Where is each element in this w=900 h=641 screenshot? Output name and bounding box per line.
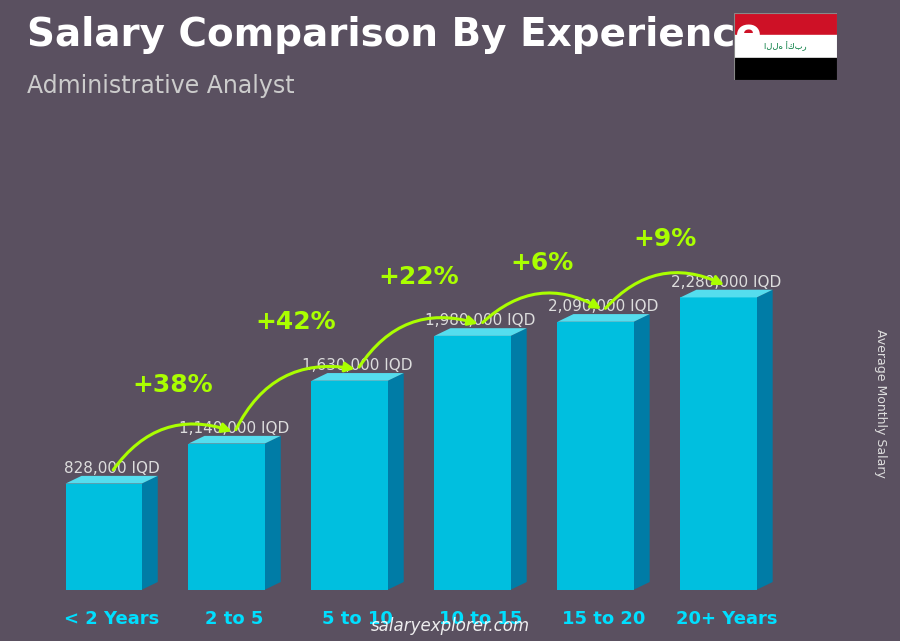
- Polygon shape: [557, 314, 650, 322]
- Polygon shape: [388, 373, 404, 590]
- Text: 2,090,000 IQD: 2,090,000 IQD: [548, 299, 659, 314]
- Text: Administrative Analyst: Administrative Analyst: [27, 74, 294, 97]
- Bar: [680, 297, 757, 590]
- Text: 1,630,000 IQD: 1,630,000 IQD: [302, 358, 413, 373]
- Polygon shape: [188, 436, 281, 444]
- Polygon shape: [142, 476, 157, 590]
- Polygon shape: [311, 373, 404, 381]
- Text: Average Monthly Salary: Average Monthly Salary: [874, 329, 886, 478]
- Text: +22%: +22%: [379, 265, 459, 289]
- Text: 5 to 10: 5 to 10: [322, 610, 393, 628]
- Text: 1,980,000 IQD: 1,980,000 IQD: [426, 313, 536, 328]
- Text: salaryexplorer.com: salaryexplorer.com: [371, 617, 529, 635]
- Text: +38%: +38%: [133, 373, 213, 397]
- Polygon shape: [265, 436, 281, 590]
- Polygon shape: [757, 290, 773, 590]
- Bar: [188, 444, 265, 590]
- Bar: [66, 483, 142, 590]
- Text: 2 to 5: 2 to 5: [205, 610, 264, 628]
- Bar: [734, 58, 837, 80]
- Bar: [734, 13, 837, 35]
- Polygon shape: [66, 476, 158, 483]
- Bar: [311, 381, 388, 590]
- Text: Salary Comparison By Experience: Salary Comparison By Experience: [27, 16, 761, 54]
- Bar: [435, 336, 510, 590]
- Bar: [557, 322, 634, 590]
- Text: الله أكبر: الله أكبر: [764, 42, 806, 51]
- Text: 2,280,000 IQD: 2,280,000 IQD: [671, 275, 782, 290]
- Text: 20+ Years: 20+ Years: [676, 610, 778, 628]
- Polygon shape: [680, 290, 773, 297]
- Text: 15 to 20: 15 to 20: [562, 610, 645, 628]
- Polygon shape: [510, 328, 526, 590]
- Polygon shape: [634, 314, 650, 590]
- Text: +9%: +9%: [634, 227, 697, 251]
- Text: 1,140,000 IQD: 1,140,000 IQD: [179, 421, 290, 436]
- Text: 828,000 IQD: 828,000 IQD: [64, 461, 159, 476]
- Polygon shape: [435, 328, 526, 336]
- Text: < 2 Years: < 2 Years: [64, 610, 159, 628]
- Text: +42%: +42%: [256, 310, 337, 334]
- Bar: [734, 35, 837, 58]
- Text: 10 to 15: 10 to 15: [439, 610, 522, 628]
- Text: +6%: +6%: [510, 251, 573, 275]
